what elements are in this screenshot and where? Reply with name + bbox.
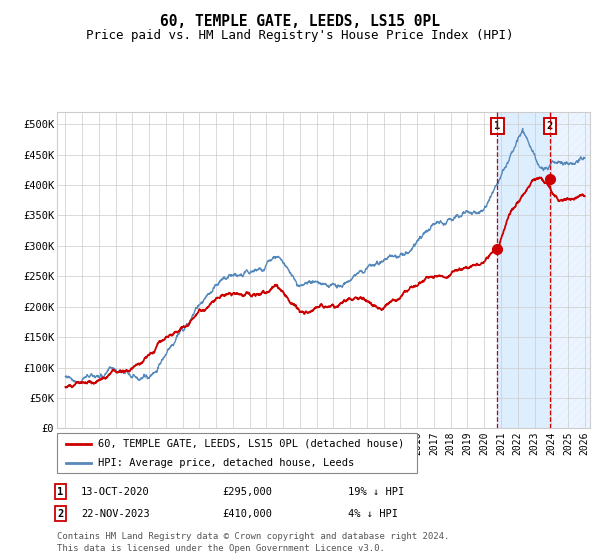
- Text: £410,000: £410,000: [222, 508, 272, 519]
- Text: 1: 1: [494, 121, 500, 131]
- Text: This data is licensed under the Open Government Licence v3.0.: This data is licensed under the Open Gov…: [57, 544, 385, 553]
- Text: Contains HM Land Registry data © Crown copyright and database right 2024.: Contains HM Land Registry data © Crown c…: [57, 532, 449, 541]
- Text: 1: 1: [57, 487, 63, 497]
- Text: 13-OCT-2020: 13-OCT-2020: [81, 487, 150, 497]
- Text: 2: 2: [547, 121, 553, 131]
- Text: £295,000: £295,000: [222, 487, 272, 497]
- Text: 60, TEMPLE GATE, LEEDS, LS15 0PL (detached house): 60, TEMPLE GATE, LEEDS, LS15 0PL (detach…: [98, 439, 404, 449]
- Text: Price paid vs. HM Land Registry's House Price Index (HPI): Price paid vs. HM Land Registry's House …: [86, 29, 514, 42]
- Bar: [550, 112, 600, 428]
- FancyBboxPatch shape: [57, 433, 417, 473]
- Text: 19% ↓ HPI: 19% ↓ HPI: [348, 487, 404, 497]
- Text: 2: 2: [57, 508, 63, 519]
- Text: 22-NOV-2023: 22-NOV-2023: [81, 508, 150, 519]
- Text: 60, TEMPLE GATE, LEEDS, LS15 0PL: 60, TEMPLE GATE, LEEDS, LS15 0PL: [160, 14, 440, 29]
- Text: HPI: Average price, detached house, Leeds: HPI: Average price, detached house, Leed…: [98, 458, 355, 468]
- Text: 4% ↓ HPI: 4% ↓ HPI: [348, 508, 398, 519]
- Bar: [497, 112, 550, 428]
